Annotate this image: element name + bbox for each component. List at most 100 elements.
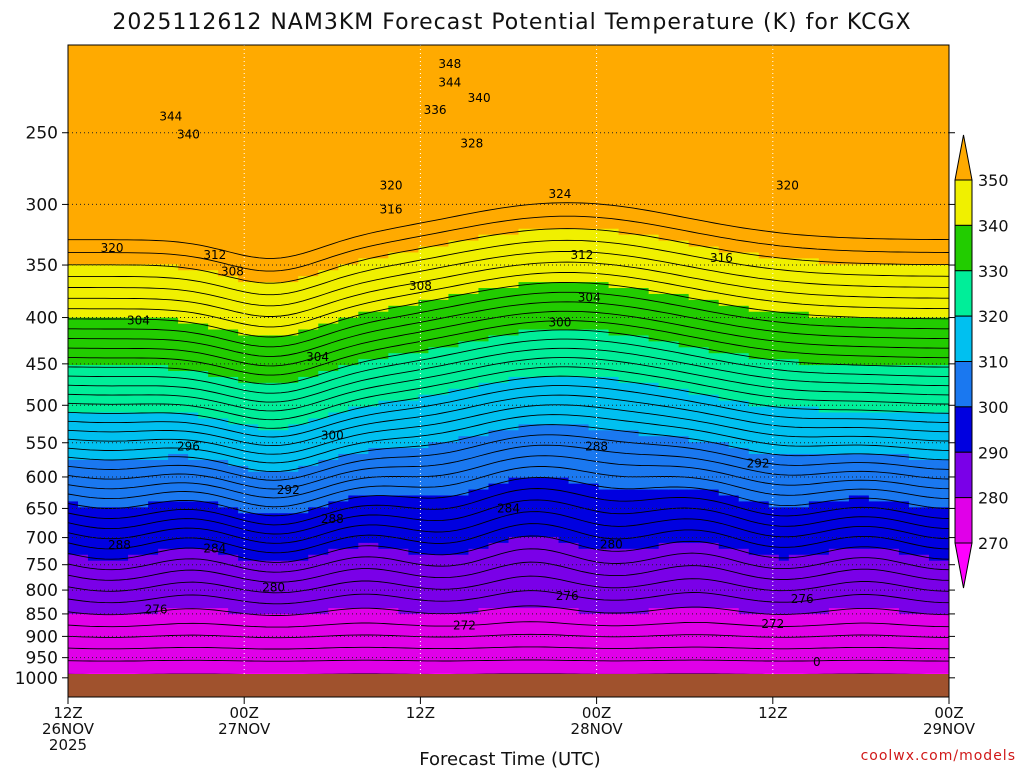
color-cell [108,205,119,212]
color-cell [308,169,319,176]
color-cell [408,80,419,88]
color-cell [238,637,249,645]
color-cell [128,584,139,591]
color-cell [268,448,279,455]
color-cell [178,157,189,165]
color-cell [68,282,79,289]
color-cell [478,139,490,147]
color-cell [158,252,169,259]
color-cell [228,246,239,254]
color-cell [228,45,239,52]
color-cell [298,347,309,354]
color-cell [238,614,249,621]
color-cell [138,216,149,224]
color-cell [278,649,289,657]
color-cell [278,276,289,283]
color-cell [398,465,409,473]
color-cell [218,317,229,325]
color-cell [238,560,249,568]
color-cell [488,388,500,396]
color-cell [428,590,440,597]
color-cell [498,110,510,117]
color-cell [358,104,369,111]
color-cell [238,584,249,591]
color-cell [258,341,269,348]
color-cell [488,45,500,52]
color-cell [318,181,329,188]
color-cell [398,270,409,277]
color-cell [238,122,249,129]
color-cell [518,293,530,301]
color-cell [108,614,119,621]
color-cell [518,270,530,277]
color-cell [108,133,119,141]
color-cell [478,311,490,319]
color-cell [68,80,79,88]
color-cell [118,317,129,325]
color-cell [148,127,159,135]
color-cell [378,80,389,88]
color-cell [158,68,169,76]
color-cell [88,311,99,319]
color-cell [328,62,339,70]
color-cell [508,483,520,491]
color-cell [168,412,179,420]
color-cell [248,442,259,449]
color-cell [198,216,209,224]
color-cell [208,507,219,514]
color-cell [228,157,239,165]
color-cell [418,495,430,502]
color-cell [518,163,530,171]
color-cell [488,424,500,431]
color-cell [498,127,510,135]
color-cell [138,507,149,514]
color-cell [308,471,319,479]
color-cell [358,566,369,574]
color-cell [388,614,399,621]
color-cell [438,566,450,574]
color-cell [408,501,419,508]
color-cell [288,50,299,58]
color-cell [298,525,309,532]
color-cell [118,282,129,289]
color-cell [188,151,199,159]
color-cell [448,566,460,574]
color-cell [128,311,139,319]
color-cell [108,299,119,307]
color-cell [328,98,339,105]
color-cell [268,175,279,182]
color-cell [498,471,510,479]
color-cell [378,317,389,325]
color-cell [248,110,259,117]
color-cell [78,86,89,94]
color-cell [118,104,129,111]
color-cell [88,359,99,366]
color-cell [288,163,299,171]
color-cell [158,98,169,105]
color-cell [408,299,419,307]
color-cell [68,252,79,259]
color-cell [248,619,259,627]
color-cell [68,371,79,378]
color-cell [348,163,359,171]
color-cell [138,311,149,319]
color-cell [368,145,379,153]
color-cell [288,542,299,550]
color-cell [498,548,510,556]
color-cell [418,590,430,597]
color-cell [358,637,369,645]
color-cell [458,667,470,674]
color-cell [78,448,89,455]
color-cell [298,329,309,337]
color-cell [188,347,199,354]
color-cell [358,92,369,99]
color-cell [168,86,179,94]
color-cell [108,406,119,414]
color-cell [128,548,139,556]
color-cell [388,193,399,200]
color-cell [158,163,169,171]
color-cell [108,246,119,254]
color-cell [328,359,339,366]
color-cell [468,471,480,479]
color-cell [468,572,480,580]
